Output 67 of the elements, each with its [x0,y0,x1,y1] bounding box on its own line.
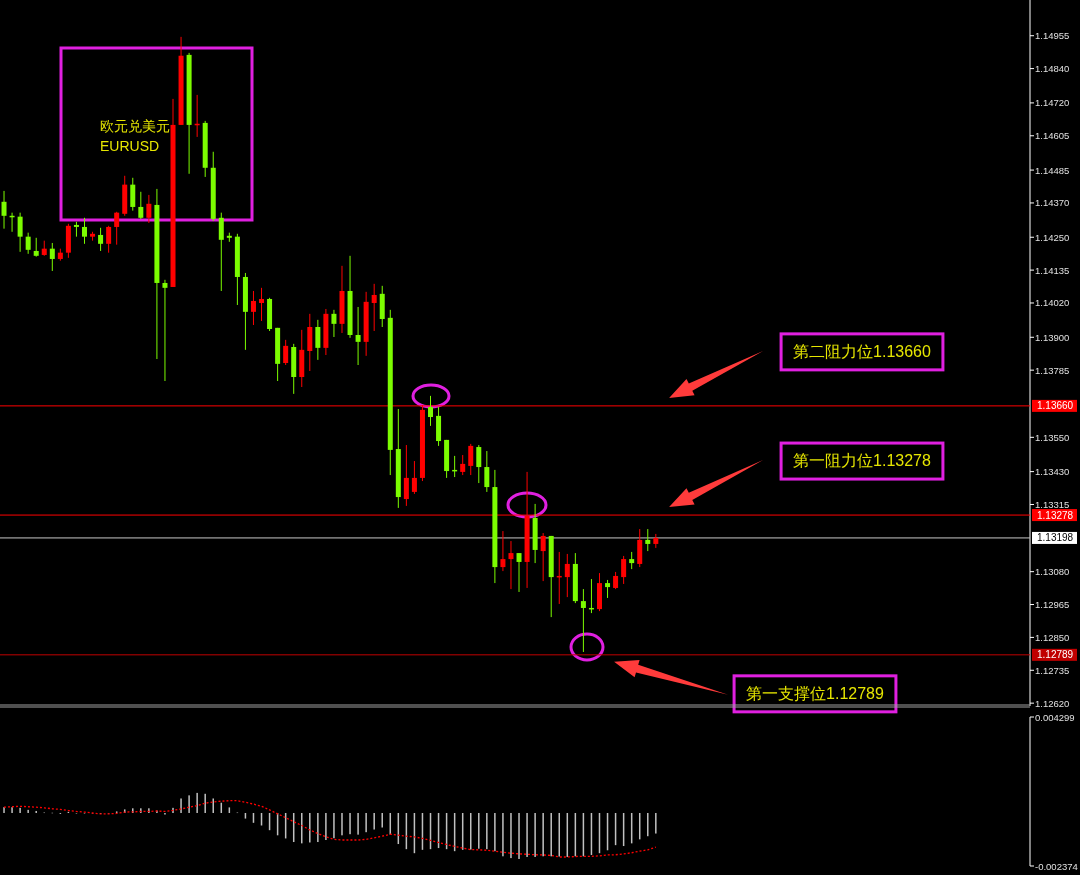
y-tick-label: 1.14370 [1035,197,1070,209]
y-tick-label: 1.14720 [1035,97,1070,109]
text: EURUSD [100,138,160,154]
ref-line-label: 1.13198 [1037,532,1074,544]
y-tick-label: 1.13785 [1035,364,1070,376]
y-tick-label: 1.12735 [1035,664,1070,676]
y-tick-label: 1.14250 [1035,231,1070,243]
y-tick-label: 1.13550 [1035,431,1070,443]
line-series [3,800,657,858]
candlestick [621,555,627,585]
candlestick [259,287,265,322]
candlestick [484,450,490,493]
text: 欧元兑美元 [100,118,170,134]
candlestick [81,217,87,245]
y-tick-label: 1.14135 [1035,264,1070,276]
ref-line-label: 1.12789 [1037,649,1074,661]
y-tick-label: 1.12965 [1035,599,1070,611]
y-tick-label: 1.14840 [1035,63,1070,75]
y-tick-label: 1.12850 [1035,631,1070,643]
candlestick [114,211,120,246]
candlestick [130,177,136,212]
ref-line-label: 1.13278 [1037,509,1074,521]
candlestick [331,309,337,338]
candlestick [33,237,39,258]
candlestick [371,283,377,332]
candlestick [315,319,321,361]
candlestick [146,194,152,224]
y-tick-label: 1.13900 [1035,331,1070,343]
candlestick [460,454,466,476]
candlestick [17,212,23,253]
y-tick-label: 1.14020 [1035,297,1070,309]
y-tick-label: 0.004299 [1035,711,1075,723]
y-tick-label: 1.13315 [1035,498,1070,510]
annotation: 第二阻力位1.13660 [793,342,932,360]
candlestick [283,339,289,366]
candlestick [25,232,31,255]
candlestick [250,290,256,326]
candlestick [98,227,104,252]
annotation: 第一支撑位1.12789 [746,684,885,702]
annotation: 第一阻力位1.13278 [793,452,932,470]
y-tick-label: 1.14955 [1035,30,1070,42]
y-tick-label: 1.13080 [1035,566,1070,578]
candlestick [106,225,112,254]
y-tick-label: 1.12620 [1035,697,1070,709]
y-tick-label: -0.002374 [1035,860,1078,872]
candlestick [138,191,144,220]
candlestick [355,306,361,366]
ref-line-label: 1.13660 [1037,400,1074,412]
candlestick [645,528,651,552]
candlestick [468,443,474,476]
y-tick-label: 1.14605 [1035,130,1070,142]
candlestick [162,279,168,382]
candlestick [540,532,546,582]
candlestick [218,212,224,292]
candlestick [49,242,55,272]
candlestick [605,579,611,599]
candlestick [403,444,409,507]
candlestick [476,444,482,484]
candlestick [516,552,522,593]
candlestick [508,540,514,590]
y-tick-label: 1.14485 [1035,164,1070,176]
candlestick [411,460,417,495]
candlestick [564,553,570,598]
y-tick-label: 1.13430 [1035,466,1070,478]
candlestick [1,190,7,230]
candlestick [428,395,434,427]
candlestick [500,530,506,572]
